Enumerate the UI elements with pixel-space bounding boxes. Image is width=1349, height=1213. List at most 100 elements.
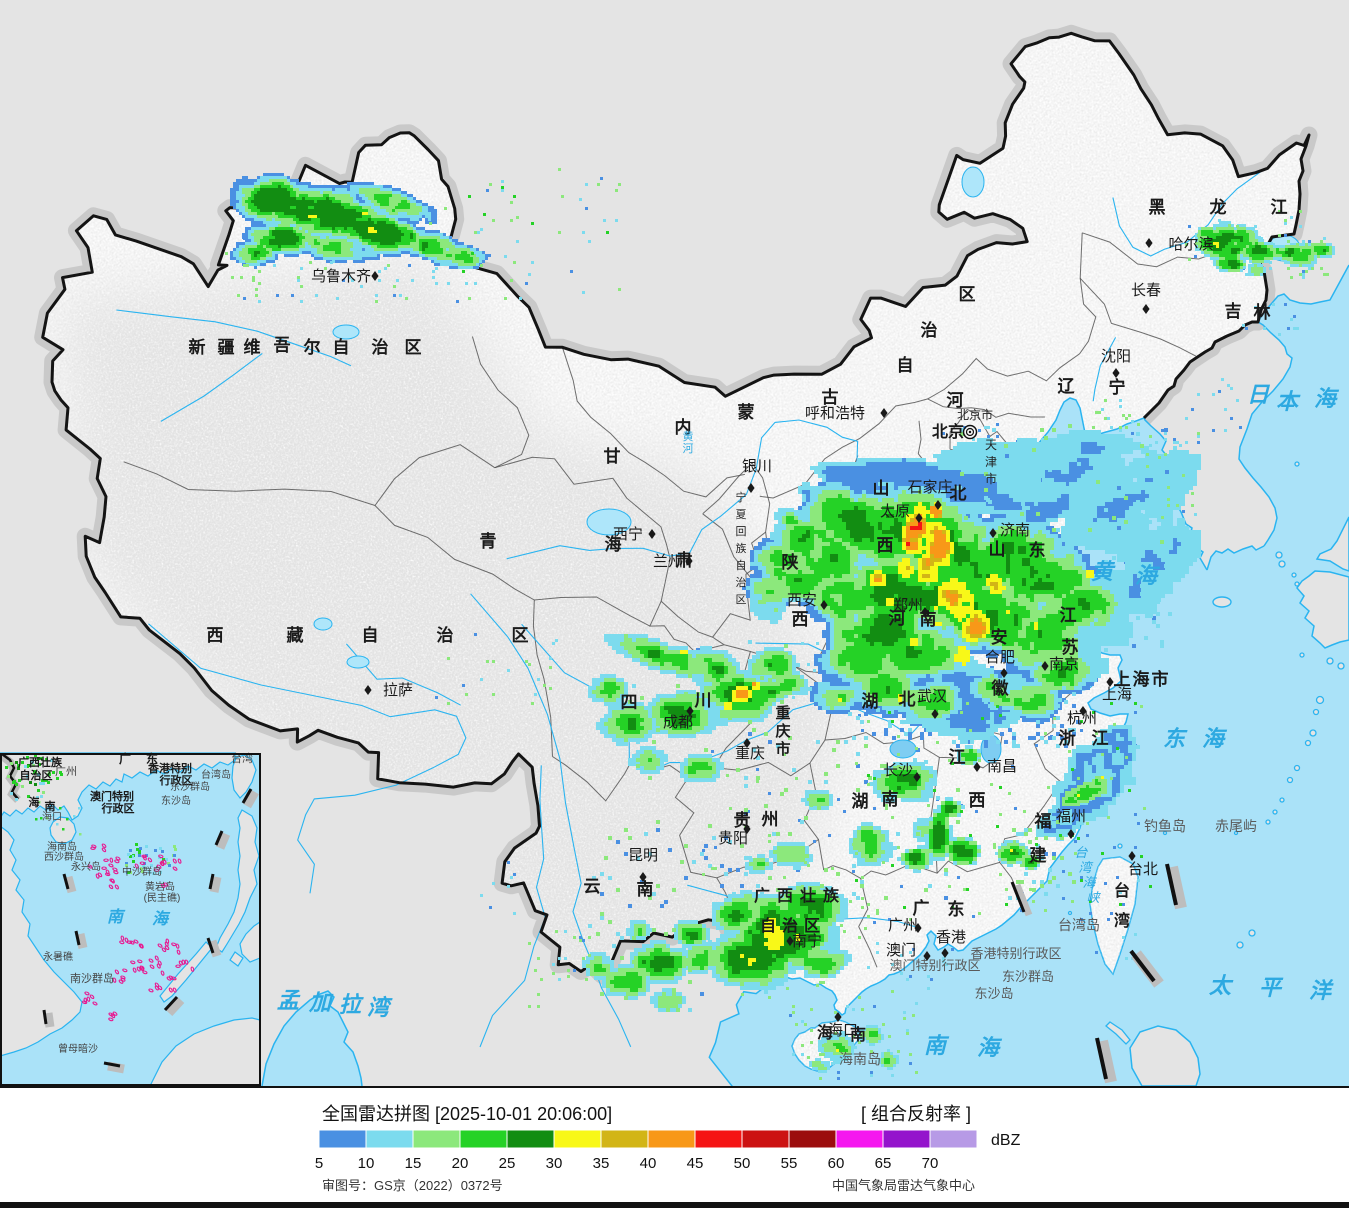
svg-text:郑州: 郑州 [893, 597, 923, 614]
svg-text:贵: 贵 [734, 810, 751, 830]
svg-text:龙: 龙 [1209, 197, 1227, 217]
svg-text:自治区: 自治区 [20, 768, 53, 782]
svg-text:日: 日 [1247, 382, 1271, 407]
svg-text:壮: 壮 [800, 886, 816, 905]
svg-text:广州: 广州 [888, 917, 918, 934]
svg-text:福州: 福州 [1056, 808, 1086, 825]
svg-text:自: 自 [760, 916, 776, 935]
svg-text:海: 海 [152, 910, 171, 928]
svg-text:藏: 藏 [287, 626, 304, 645]
svg-text:黄: 黄 [1091, 559, 1116, 584]
svg-text:石家庄: 石家庄 [907, 478, 952, 496]
svg-text:中国气象局雷达气象中心: 中国气象局雷达气象中心 [832, 1178, 975, 1193]
svg-text:台湾岛: 台湾岛 [201, 768, 231, 781]
svg-text:治: 治 [372, 337, 389, 357]
svg-text:永暑礁: 永暑礁 [43, 950, 73, 963]
svg-text:武汉: 武汉 [917, 688, 947, 705]
svg-text:湖: 湖 [852, 792, 869, 811]
svg-text:洋: 洋 [1309, 978, 1334, 1003]
svg-text:永兴岛: 永兴岛 [71, 860, 101, 873]
svg-text:海南岛: 海南岛 [839, 1051, 881, 1067]
svg-text:上海市: 上海市 [1114, 669, 1171, 689]
svg-text:重庆: 重庆 [735, 745, 765, 762]
svg-text:(民主礁): (民主礁) [144, 891, 181, 904]
svg-text:福: 福 [1034, 811, 1052, 831]
svg-text:长沙: 长沙 [883, 762, 913, 779]
svg-text:昆明: 昆明 [628, 847, 658, 864]
svg-text:西: 西 [792, 610, 809, 629]
svg-text:新: 新 [189, 337, 206, 357]
svg-text:川: 川 [694, 691, 712, 710]
svg-text:银川: 银川 [742, 458, 772, 475]
svg-text:[ 组合反射率 ]: [ 组合反射率 ] [861, 1104, 971, 1124]
svg-text:湾: 湾 [1078, 860, 1093, 875]
svg-text:北: 北 [899, 690, 916, 709]
svg-text:曾母暗沙: 曾母暗沙 [58, 1042, 98, 1055]
svg-text:治: 治 [736, 575, 747, 589]
svg-text:徽: 徽 [991, 678, 1010, 698]
svg-text:香港: 香港 [936, 929, 966, 946]
svg-text:东: 东 [948, 899, 965, 919]
svg-text:中沙群岛: 中沙群岛 [122, 865, 162, 878]
svg-text:海: 海 [605, 534, 622, 554]
svg-text:自: 自 [897, 355, 914, 375]
svg-text:拉萨: 拉萨 [383, 682, 413, 699]
svg-text:沈阳: 沈阳 [1101, 348, 1131, 365]
svg-text:北: 北 [950, 484, 967, 503]
svg-text:太: 太 [1209, 973, 1234, 998]
svg-text:东沙群岛: 东沙群岛 [1002, 969, 1054, 984]
svg-text:广: 广 [754, 886, 770, 905]
svg-text:夏: 夏 [736, 508, 747, 521]
svg-text:回: 回 [736, 525, 747, 538]
svg-text:江: 江 [949, 748, 966, 767]
svg-text:区: 区 [405, 338, 422, 357]
svg-text:钓鱼岛: 钓鱼岛 [1144, 818, 1186, 834]
svg-text:市: 市 [985, 471, 997, 486]
svg-text:黄: 黄 [683, 429, 694, 443]
svg-text:台: 台 [1074, 845, 1088, 860]
svg-text:上海: 上海 [1102, 686, 1132, 703]
svg-text:江: 江 [1271, 198, 1288, 217]
svg-text:杭州: 杭州 [1067, 710, 1097, 727]
svg-text:南昌: 南昌 [987, 758, 1017, 775]
svg-text:黑: 黑 [1149, 198, 1166, 217]
svg-text:江: 江 [1092, 729, 1109, 748]
svg-text:肃: 肃 [676, 551, 693, 570]
svg-text:太原: 太原 [880, 503, 910, 520]
svg-text:海: 海 [1082, 875, 1097, 890]
svg-text:25: 25 [499, 1155, 516, 1172]
svg-text:孟: 孟 [277, 988, 301, 1013]
svg-text:青: 青 [480, 531, 497, 551]
svg-text:辽: 辽 [1058, 377, 1076, 396]
svg-text:海: 海 [817, 1023, 833, 1042]
svg-text:广: 广 [913, 898, 930, 918]
svg-text:苏: 苏 [1062, 637, 1079, 657]
svg-text:台北: 台北 [1128, 861, 1158, 878]
svg-text:拉: 拉 [339, 992, 364, 1017]
svg-text:澳门特别: 澳门特别 [90, 789, 134, 803]
svg-text:加: 加 [308, 990, 334, 1015]
svg-text:海: 海 [1202, 726, 1228, 751]
svg-text:天: 天 [985, 438, 997, 452]
svg-text:dBZ: dBZ [991, 1132, 1021, 1149]
svg-text:治: 治 [437, 625, 454, 645]
svg-text:海口: 海口 [828, 1022, 858, 1039]
svg-text:南: 南 [637, 879, 654, 899]
svg-text:黄岩岛: 黄岩岛 [145, 880, 175, 893]
svg-text:西: 西 [969, 791, 986, 810]
svg-text:西: 西 [877, 536, 894, 555]
svg-text:香港特别行政区: 香港特别行政区 [970, 946, 1061, 961]
svg-text:陕: 陕 [782, 552, 799, 572]
svg-text:河: 河 [947, 391, 964, 410]
svg-text:赤尾屿: 赤尾屿 [1215, 818, 1257, 834]
svg-text:行政区: 行政区 [101, 801, 135, 815]
svg-text:西: 西 [207, 626, 224, 645]
svg-text:治: 治 [921, 320, 938, 340]
svg-text:安: 安 [991, 627, 1008, 647]
svg-text:自: 自 [333, 337, 350, 357]
svg-text:东沙岛: 东沙岛 [161, 794, 191, 807]
svg-text:河: 河 [889, 609, 906, 628]
svg-text:重: 重 [775, 704, 790, 722]
svg-text:西: 西 [777, 887, 793, 905]
svg-text:广州: 广州 [55, 765, 77, 778]
